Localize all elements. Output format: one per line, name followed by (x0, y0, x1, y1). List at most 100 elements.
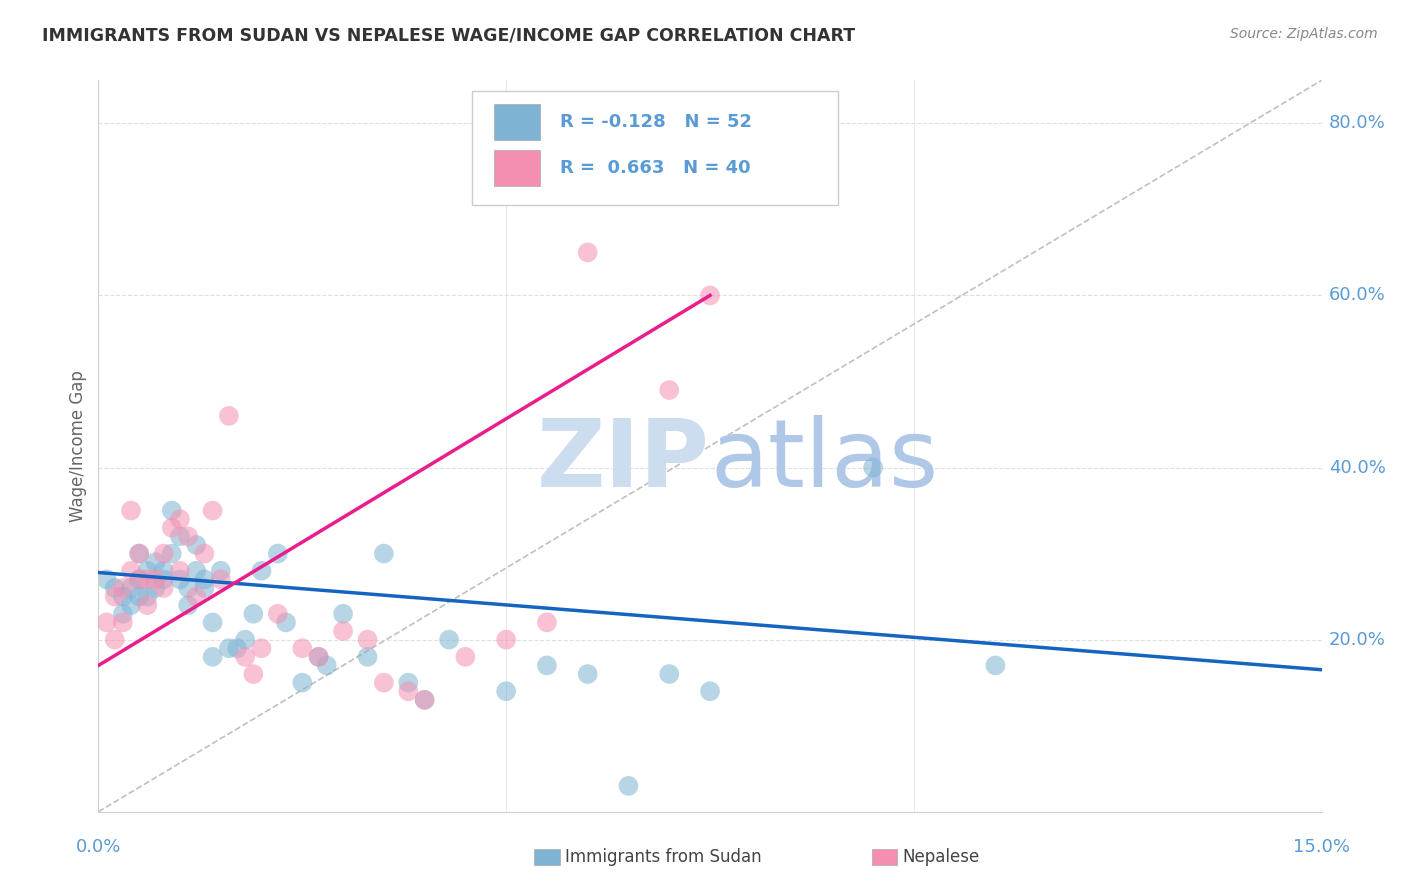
Point (218, 641, 240, 656)
Point (186, 590, 208, 604)
Point (152, 581, 174, 595)
Point (169, 573, 191, 587)
Point (128, 573, 150, 587)
Point (291, 641, 314, 656)
Point (193, 573, 215, 587)
Point (373, 675, 395, 690)
Point (186, 564, 208, 578)
Point (536, 615, 558, 630)
Point (120, 598, 142, 612)
Point (128, 547, 150, 561)
Point (373, 547, 395, 561)
Point (120, 581, 142, 595)
FancyBboxPatch shape (471, 91, 838, 204)
Bar (494, 104, 540, 139)
Point (111, 615, 134, 630)
Point (267, 547, 290, 561)
Point (145, 573, 167, 587)
Point (356, 632, 378, 647)
Point (242, 607, 264, 621)
Point (356, 649, 378, 664)
Point (201, 503, 224, 517)
Text: 80.0%: 80.0% (1329, 114, 1385, 132)
Point (169, 529, 191, 543)
Point (152, 564, 174, 578)
Point (699, 684, 721, 698)
Point (111, 590, 134, 604)
Point (332, 607, 354, 621)
Point (209, 573, 232, 587)
Point (160, 547, 183, 561)
Point (209, 564, 232, 578)
Point (96, 615, 118, 630)
Point (862, 460, 884, 475)
Point (177, 581, 200, 595)
Text: 60.0%: 60.0% (1329, 286, 1385, 304)
Point (984, 658, 1007, 673)
Point (128, 547, 150, 561)
Point (250, 564, 273, 578)
Point (177, 598, 200, 612)
Point (136, 564, 159, 578)
Text: R =  0.663   N = 40: R = 0.663 N = 40 (560, 159, 751, 177)
Point (111, 581, 134, 595)
Point (111, 607, 134, 621)
Point (437, 632, 460, 647)
Text: Nepalese: Nepalese (903, 848, 980, 866)
Point (233, 649, 256, 664)
Point (104, 581, 127, 595)
Point (617, 779, 640, 793)
Text: atlas: atlas (710, 415, 938, 507)
Point (218, 409, 240, 423)
Text: ZIP: ZIP (537, 415, 710, 507)
Point (454, 649, 477, 664)
Text: 20.0%: 20.0% (1329, 631, 1385, 648)
Point (536, 658, 558, 673)
Point (136, 573, 159, 587)
Y-axis label: Wage/Income Gap: Wage/Income Gap (69, 370, 87, 522)
Point (145, 581, 167, 595)
Bar (494, 151, 540, 186)
Text: Source: ZipAtlas.com: Source: ZipAtlas.com (1230, 27, 1378, 41)
Point (136, 598, 159, 612)
Point (250, 641, 273, 656)
Point (576, 245, 599, 260)
Text: 15.0%: 15.0% (1294, 838, 1350, 856)
Point (274, 615, 297, 630)
Point (413, 693, 436, 707)
Point (267, 607, 290, 621)
Point (186, 538, 208, 552)
Point (152, 573, 174, 587)
Point (658, 667, 681, 681)
Text: IMMIGRANTS FROM SUDAN VS NEPALESE WAGE/INCOME GAP CORRELATION CHART: IMMIGRANTS FROM SUDAN VS NEPALESE WAGE/I… (42, 27, 855, 45)
Point (96, 573, 118, 587)
Point (160, 521, 183, 535)
Point (242, 667, 264, 681)
Point (658, 383, 681, 397)
Point (104, 632, 127, 647)
Point (201, 615, 224, 630)
Point (177, 529, 200, 543)
Point (233, 632, 256, 647)
Point (120, 564, 142, 578)
Point (145, 555, 167, 569)
Point (308, 649, 330, 664)
Point (160, 503, 183, 517)
Text: Immigrants from Sudan: Immigrants from Sudan (565, 848, 762, 866)
Point (128, 590, 150, 604)
Point (699, 288, 721, 302)
Point (308, 649, 330, 664)
Point (120, 503, 142, 517)
Point (396, 675, 419, 690)
Point (576, 667, 599, 681)
Point (495, 632, 517, 647)
Point (136, 590, 159, 604)
Point (193, 581, 215, 595)
Point (169, 512, 191, 526)
Text: 0.0%: 0.0% (76, 838, 121, 856)
Point (201, 649, 224, 664)
Point (128, 573, 150, 587)
Point (396, 684, 419, 698)
Text: 40.0%: 40.0% (1329, 458, 1385, 476)
Point (104, 590, 127, 604)
